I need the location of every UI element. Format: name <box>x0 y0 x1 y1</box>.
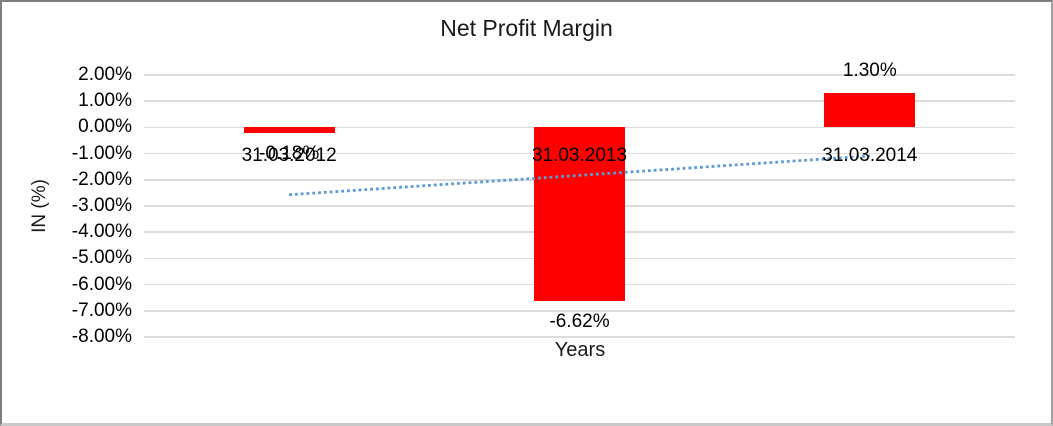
gridline <box>144 74 1015 76</box>
y-tick-label: -2.00% <box>71 168 132 190</box>
chart-title: Net Profit Margin <box>440 15 613 41</box>
data-label: -0.18% <box>259 143 320 165</box>
category-label: 31.03.2014 <box>822 145 918 167</box>
bar <box>243 127 335 134</box>
y-tick-label: 2.00% <box>78 64 132 85</box>
gridline <box>144 100 1015 102</box>
y-tick-label: -4.00% <box>71 221 132 243</box>
y-tick-label: -7.00% <box>71 299 132 321</box>
data-label: 1.30% <box>842 60 897 82</box>
y-tick-label: 0.00% <box>78 116 132 138</box>
gridline <box>144 336 1015 338</box>
data-label: -6.62% <box>549 310 610 332</box>
x-axis-title: Years <box>554 339 606 361</box>
category-label: 31.03.2013 <box>531 145 628 167</box>
gridline <box>144 310 1015 312</box>
y-tick-label: -1.00% <box>71 142 132 164</box>
y-tick-label: -6.00% <box>71 273 132 295</box>
y-tick-label: 1.00% <box>78 90 132 112</box>
y-tick-label: -3.00% <box>71 195 132 216</box>
category-label: 31.03.2012 <box>241 145 337 167</box>
bar <box>824 93 916 128</box>
y-tick-label: -8.00% <box>71 326 132 347</box>
y-tick-label: -5.00% <box>71 247 132 269</box>
